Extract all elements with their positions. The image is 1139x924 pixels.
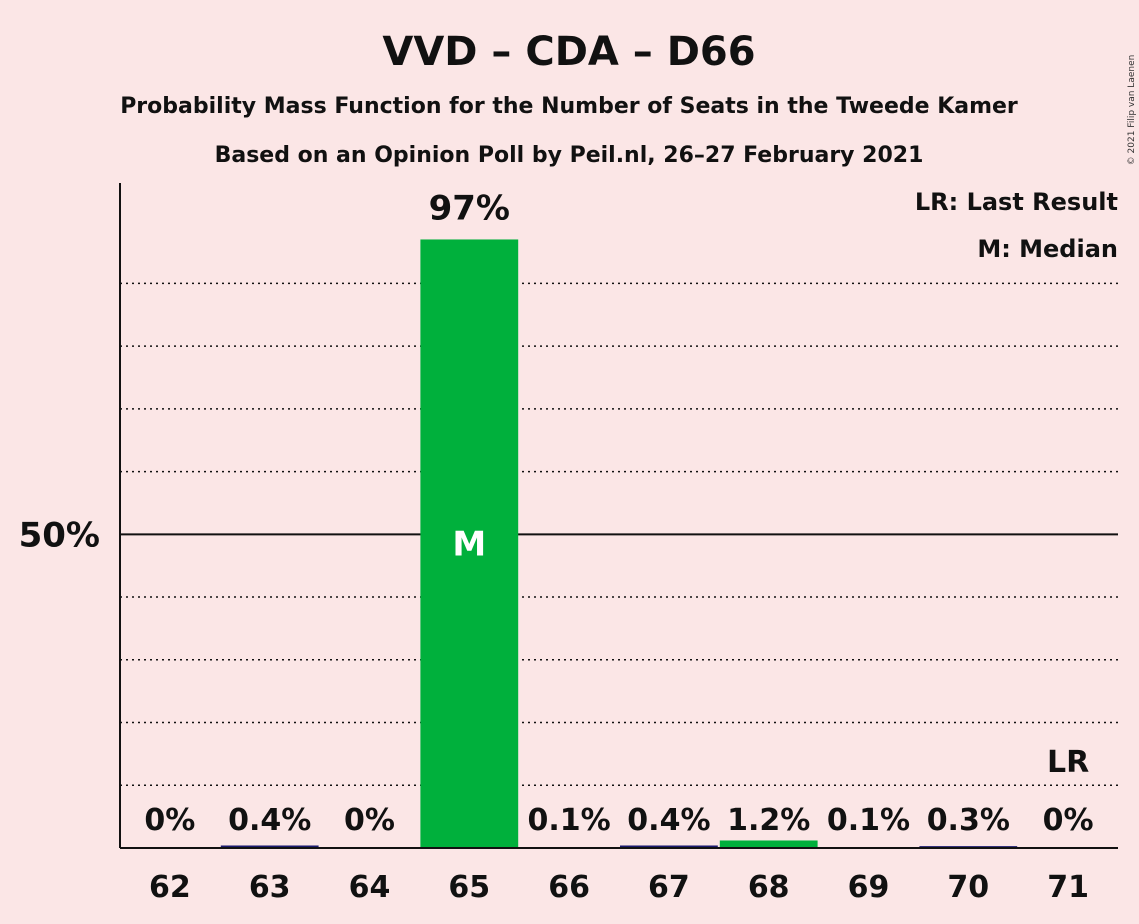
copyright-text: © 2021 Filip van Laenen [1127,55,1137,166]
data-label-69: 0.1% [827,803,910,838]
data-label-71: 0% [1043,803,1094,838]
x-tick-label-64: 64 [349,870,391,905]
chart-subtitle: Probability Mass Function for the Number… [120,94,1018,119]
bar-65 [420,239,519,848]
gridlines [120,282,1118,787]
chart-title: VVD – CDA – D66 [382,29,755,75]
bar-67 [619,845,718,848]
median-marker: M [452,524,486,564]
data-label-64: 0% [344,803,395,838]
legend-last-result: LR: Last Result [915,188,1118,216]
data-label-63: 0.4% [228,803,311,838]
data-label-66: 0.1% [527,803,610,838]
data-label-62: 0% [144,803,195,838]
x-tick-labels: 62 63 64 65 66 67 68 69 70 71 [149,870,1089,905]
bar-63 [220,845,319,848]
legend-median: M: Median [977,235,1118,263]
data-label-68: 1.2% [727,803,810,838]
bar-68 [719,840,818,848]
bars [220,239,1018,849]
x-tick-label-63: 63 [249,870,291,905]
x-tick-label-66: 66 [548,870,590,905]
data-label-65: 97% [429,188,510,228]
axes [119,183,1118,849]
x-tick-label-68: 68 [748,870,790,905]
data-label-70: 0.3% [927,803,1010,838]
data-labels: 0% 0.4% 0% 97% M 0.1% 0.4% 1.2% 0.1% 0.3% 0% LR [144,188,1093,838]
y-tick-label-50: 50% [19,515,100,555]
x-tick-label-70: 70 [947,870,989,905]
chart-subtitle-2: Based on an Opinion Poll by Peil.nl, 26–… [215,143,924,168]
x-tick-label-65: 65 [448,870,490,905]
last-result-marker: LR [1047,745,1089,780]
x-tick-label-69: 69 [848,870,890,905]
x-tick-label-71: 71 [1047,870,1089,905]
y-tick-labels: 50% [19,515,100,555]
x-tick-label-62: 62 [149,870,191,905]
x-tick-label-67: 67 [648,870,690,905]
data-label-67: 0.4% [627,803,710,838]
